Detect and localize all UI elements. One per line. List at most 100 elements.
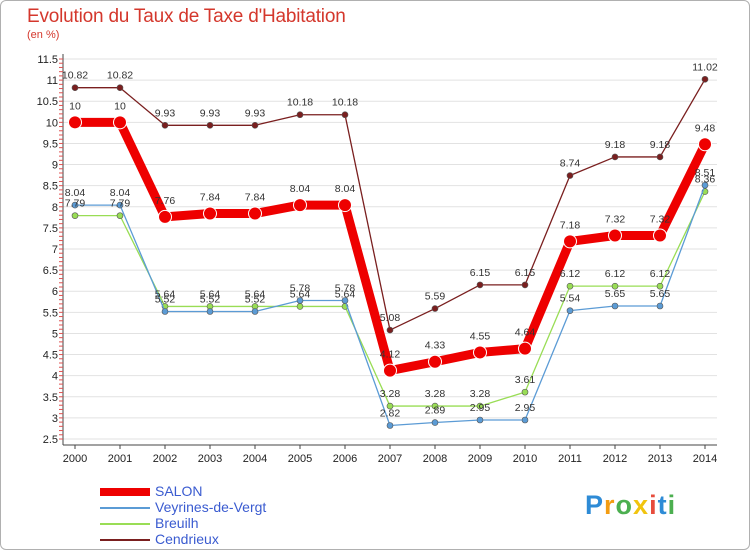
data-point	[158, 209, 172, 224]
data-label: 10	[114, 100, 126, 112]
data-point	[566, 172, 574, 179]
data-label: 2.95	[515, 402, 536, 414]
y-tick-label: 10.5	[37, 96, 58, 108]
y-tick-label: 2.5	[43, 434, 58, 446]
data-point	[566, 307, 574, 314]
data-point	[566, 282, 574, 290]
data-label: 11.02	[692, 61, 718, 73]
y-tick-label: 8.5	[43, 181, 58, 193]
data-label: 4.33	[425, 340, 446, 352]
data-point	[251, 121, 259, 129]
data-label: 6.15	[470, 267, 491, 279]
data-point	[293, 198, 307, 213]
y-tick-label: 3	[52, 413, 58, 425]
legend-item-salon: SALON	[100, 483, 340, 500]
data-label: 5.65	[605, 288, 626, 300]
data-label: 5.65	[650, 288, 671, 300]
x-tick-label: 2004	[243, 453, 267, 465]
data-label: 8.04	[290, 183, 311, 195]
data-label: 4.64	[515, 327, 536, 339]
data-label: 8.74	[560, 158, 581, 170]
data-point	[338, 198, 352, 213]
data-label: 5.54	[560, 293, 581, 305]
data-label: 8.04	[110, 187, 131, 199]
legend-label: Breuilh	[155, 515, 199, 531]
data-point	[473, 345, 487, 360]
y-tick-label: 4	[52, 371, 58, 383]
data-point	[68, 115, 82, 130]
legend-swatch-veyrines	[100, 507, 150, 509]
data-point	[203, 206, 217, 221]
x-tick-label: 2007	[378, 453, 402, 465]
data-point	[113, 115, 127, 130]
logo-letter: t	[657, 490, 668, 520]
data-label: 6.15	[515, 267, 536, 279]
data-label: 9.48	[695, 122, 716, 134]
data-point	[428, 354, 442, 369]
data-label: 5.59	[425, 291, 446, 303]
x-tick-label: 2013	[648, 453, 672, 465]
data-point	[206, 121, 214, 129]
legend-item-breuilh: Breuilh	[100, 515, 340, 532]
y-tick-label: 11	[47, 75, 58, 87]
data-point	[71, 84, 79, 92]
data-label: 5.64	[155, 288, 176, 300]
data-point	[563, 234, 577, 249]
proxiti-logo: Proxiti	[585, 490, 676, 521]
data-point	[251, 308, 259, 315]
data-point	[386, 402, 394, 410]
data-label: 6.12	[605, 268, 626, 280]
legend-label: SALON	[155, 483, 203, 499]
data-point	[521, 416, 529, 424]
chart-subtitle: (en %)	[27, 29, 60, 41]
y-tick-label: 9.5	[43, 138, 58, 150]
data-label: 7.79	[110, 198, 131, 210]
data-point	[476, 416, 484, 424]
data-point	[296, 297, 304, 304]
data-label: 6.12	[560, 268, 581, 280]
data-label: 7.32	[650, 213, 671, 225]
logo-letter: r	[604, 490, 616, 520]
data-point	[71, 212, 79, 219]
data-point	[431, 305, 439, 312]
y-tick-label: 3.5	[43, 392, 58, 404]
data-label: 9.93	[155, 107, 176, 119]
data-point	[611, 153, 619, 161]
x-tick-label: 2012	[603, 453, 627, 465]
y-tick-label: 11.5	[37, 54, 58, 66]
data-label: 7.79	[65, 198, 86, 210]
x-tick-label: 2014	[693, 453, 717, 465]
data-label: 9.93	[200, 107, 221, 119]
data-label: 7.84	[245, 192, 266, 204]
data-label: 5.08	[380, 312, 401, 324]
data-point	[296, 303, 304, 310]
data-label: 5.78	[290, 283, 311, 295]
y-tick-label: 6	[52, 286, 58, 298]
y-tick-label: 5	[52, 328, 58, 340]
data-point	[341, 111, 349, 119]
x-tick-label: 2003	[198, 453, 222, 465]
data-label: 3.61	[515, 374, 536, 386]
data-label: 2.89	[425, 405, 446, 417]
data-label: 9.93	[245, 107, 266, 119]
data-label: 7.76	[155, 195, 176, 207]
data-label: 2.95	[470, 402, 491, 414]
legend: SALON Veyrines-de-Vergt Breuilh Cendrieu…	[100, 483, 340, 548]
data-label: 5.64	[200, 288, 221, 300]
data-label: 4.12	[380, 349, 401, 361]
data-label: 5.64	[335, 288, 356, 300]
data-label: 8.04	[65, 187, 86, 199]
y-tick-label: 7	[52, 244, 58, 256]
legend-swatch-cendrieux	[100, 539, 150, 541]
data-point	[656, 302, 664, 310]
y-tick-label: 8	[52, 202, 58, 214]
data-label: 8.36	[695, 174, 716, 186]
data-point	[611, 282, 619, 290]
data-point	[71, 201, 79, 209]
y-tick-label: 4.5	[43, 350, 58, 362]
data-point	[248, 206, 262, 221]
data-point	[701, 181, 709, 189]
y-tick-label: 6.5	[43, 265, 58, 277]
data-label: 7.84	[200, 192, 221, 204]
y-tick-label: 9	[52, 160, 58, 172]
